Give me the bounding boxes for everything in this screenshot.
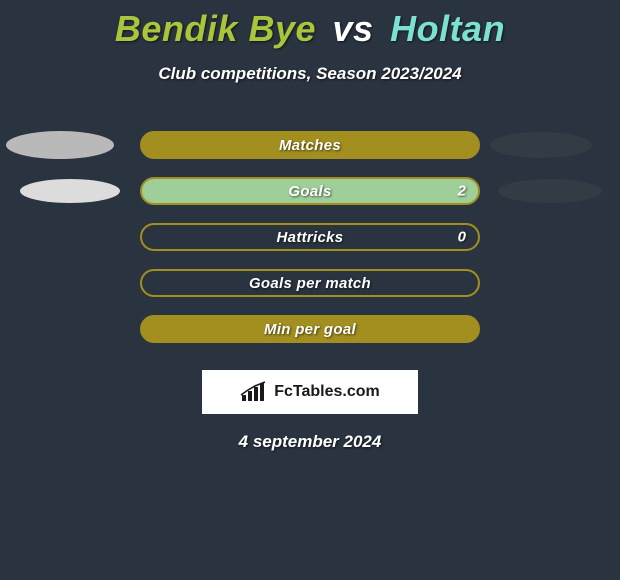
brand-text: FcTables.com [274,383,380,401]
stat-label: Goals [288,183,331,200]
stat-label: Goals per match [249,275,371,292]
date-text: 4 september 2024 [0,432,620,452]
comparison-title: Bendik Bye vs Holtan [0,0,620,50]
ellipse-left [6,131,114,159]
stat-bar: Matches [140,131,480,159]
stat-label: Matches [279,137,341,154]
stat-label: Hattricks [277,229,344,246]
ellipse-left [20,179,120,203]
stat-row: Goals per match [0,260,620,306]
stat-bar: Goals 2 [140,177,480,205]
stat-label: Min per goal [264,321,356,338]
stat-row: Matches [0,122,620,168]
bar-chart-icon [240,381,268,403]
vs-text: vs [333,8,374,49]
ellipse-right [490,132,592,158]
stat-bar: Min per goal [140,315,480,343]
player1-name: Bendik Bye [115,8,316,49]
stat-bar: Hattricks 0 [140,223,480,251]
stat-bar: Goals per match [140,269,480,297]
stat-row: Min per goal [0,306,620,352]
brand-box: FcTables.com [202,370,418,414]
stat-value: 2 [458,183,466,200]
stat-row: Hattricks 0 [0,214,620,260]
stat-row: Goals 2 [0,168,620,214]
ellipse-right [498,179,602,203]
subtitle: Club competitions, Season 2023/2024 [0,64,620,84]
player2-name: Holtan [390,8,505,49]
stat-rows: Matches Goals 2 Hattricks 0 Goals per match Mi… [0,122,620,352]
stat-value: 0 [458,229,466,246]
